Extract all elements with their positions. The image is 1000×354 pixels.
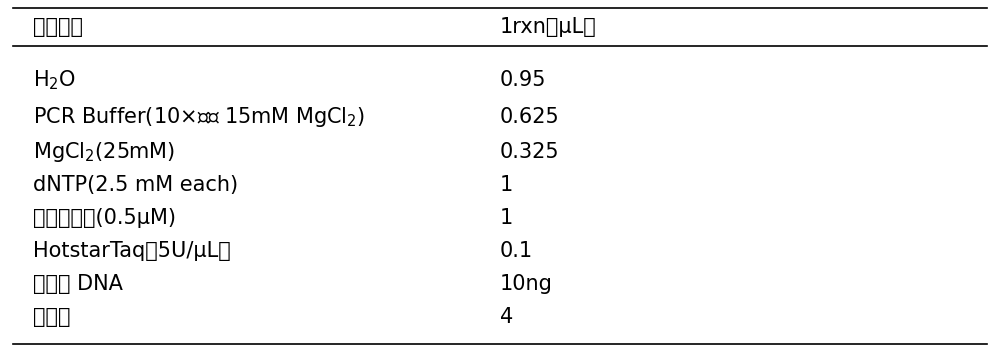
Text: HotstarTaq（5U/μL）: HotstarTaq（5U/μL） xyxy=(33,241,230,261)
Text: 0.325: 0.325 xyxy=(500,142,560,162)
Text: H$_2$O: H$_2$O xyxy=(33,69,76,92)
Text: 1: 1 xyxy=(500,175,513,195)
Text: 1rxn（μL）: 1rxn（μL） xyxy=(500,17,597,37)
Text: 1: 1 xyxy=(500,208,513,228)
Text: 基因组 DNA: 基因组 DNA xyxy=(33,274,122,294)
Text: 10ng: 10ng xyxy=(500,274,553,294)
Text: 0.95: 0.95 xyxy=(500,70,546,90)
Text: 0.625: 0.625 xyxy=(500,107,560,127)
Text: MgCl$_2$(25mM): MgCl$_2$(25mM) xyxy=(33,140,175,164)
Text: 引物使用液(0.5μM): 引物使用液(0.5μM) xyxy=(33,208,176,228)
Text: 4: 4 xyxy=(500,307,513,327)
Text: 终体积: 终体积 xyxy=(33,307,70,327)
Text: dNTP(2.5 mM each): dNTP(2.5 mM each) xyxy=(33,175,238,195)
Text: 试剂名称: 试剂名称 xyxy=(33,17,83,37)
Text: 0.1: 0.1 xyxy=(500,241,533,261)
Text: PCR Buffer(10$\times$，含 15mM MgCl$_2$): PCR Buffer(10$\times$，含 15mM MgCl$_2$) xyxy=(33,105,365,129)
